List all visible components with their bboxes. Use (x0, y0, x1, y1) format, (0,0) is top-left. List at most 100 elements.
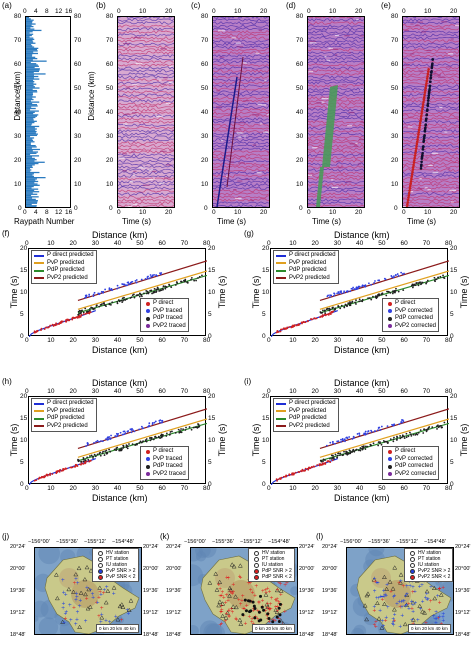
pdp-pick (438, 425, 441, 428)
trace (403, 204, 459, 207)
distance-tick: 40 (74, 109, 82, 116)
station-marker (230, 604, 236, 609)
panel-label: (j) (2, 532, 10, 541)
trace (308, 51, 364, 55)
legend-row: IU station (95, 562, 136, 568)
pdp-pick (375, 295, 378, 298)
pvp-predicted-line (319, 418, 449, 458)
snr-marker: + (381, 623, 385, 629)
legend-text: PvP2 predicted (47, 422, 88, 429)
legend-marker (146, 472, 150, 477)
distance-tick: 70 (14, 37, 22, 44)
legend-row: PdP predicted (34, 267, 94, 275)
snr-marker: + (265, 606, 269, 612)
legend-text: IU station (106, 562, 128, 568)
snr-marker (262, 608, 266, 612)
p-direct-pick (291, 473, 293, 476)
legend-row: PvP2 predicted (34, 275, 94, 283)
legend-row: PvP2 traced (143, 323, 186, 331)
summit-area (71, 580, 99, 608)
p-direct-pick (422, 96, 426, 99)
pdp-pick (396, 435, 398, 438)
snr-marker: + (114, 614, 118, 620)
legend-row: PvP predicted (34, 408, 94, 416)
p-direct-pick (310, 466, 313, 468)
trace-speckle (160, 48, 167, 50)
pdp-pick (420, 283, 422, 286)
latitude-tick: 20°00' (455, 566, 471, 572)
trace (308, 183, 364, 187)
pdp-pick (377, 441, 380, 444)
pdp-pick (344, 303, 347, 306)
snr-marker: + (277, 617, 281, 623)
pdp-pick (85, 310, 88, 313)
pdp-pick (168, 434, 171, 436)
snr-marker: + (119, 618, 123, 624)
y-tick: 0 (262, 333, 266, 340)
xlabel-distance-bottom: Distance (km) (334, 493, 390, 503)
ylabel-time-right: Time (s) (217, 423, 227, 457)
trace-speckle (250, 199, 254, 201)
legend-marker (388, 309, 392, 314)
pvp-pick (334, 442, 336, 445)
pvp-pick (374, 430, 376, 432)
trace-speckle (335, 34, 340, 37)
snr-marker: + (416, 618, 420, 624)
snr-marker: + (424, 620, 428, 626)
pdp-pick (86, 456, 89, 459)
trace (308, 54, 364, 58)
trace-speckle (173, 62, 174, 64)
pdp-pick (170, 286, 173, 289)
pvp-pick (151, 423, 154, 426)
histogram-bar (26, 74, 34, 76)
histogram-bar (26, 50, 38, 52)
pdp-pick (354, 301, 357, 304)
panel-label-d: (d) (286, 1, 296, 10)
legend-row: PvP corrected (385, 308, 436, 316)
pvp-predicted-line (319, 270, 449, 310)
snr-marker: + (434, 610, 438, 616)
seismogram-panel-c (212, 16, 270, 208)
e-top-tick: 10 (424, 8, 432, 15)
trace (403, 93, 459, 97)
pvp-pick (131, 280, 134, 283)
x-tick: 40 (114, 485, 122, 492)
snr-marker: + (217, 582, 221, 588)
trace (403, 141, 459, 145)
trace-speckle (125, 87, 131, 89)
pdp-pick (115, 449, 117, 452)
trace (403, 150, 459, 154)
pdp-pick (349, 301, 351, 303)
trace (118, 198, 174, 202)
trace (213, 78, 269, 82)
snr-marker: + (105, 584, 109, 590)
snr-marker: + (125, 608, 129, 614)
pdp-pick (410, 434, 413, 437)
pvp-pick (429, 76, 433, 80)
trace-speckle (344, 35, 350, 37)
snr-marker: + (226, 576, 230, 582)
snr-marker: + (372, 623, 376, 629)
pdp-pick (377, 444, 380, 447)
trace (213, 150, 269, 154)
legend-row: P direct (385, 448, 436, 456)
summit-area (371, 568, 391, 588)
scale-text: 0 km 20 km 40 km (99, 626, 136, 631)
legend-text: PvP2 predicted (289, 422, 330, 429)
snr-marker: + (285, 581, 289, 587)
legend-marker (98, 568, 103, 574)
p-direct-pick (54, 324, 56, 327)
trace-speckle (258, 29, 263, 31)
ylabel-time-right: Time (s) (459, 275, 469, 309)
snr-marker: + (385, 582, 389, 588)
histogram-bar (26, 196, 39, 198)
seismogram-section-d (308, 17, 364, 207)
pdp-pick (118, 449, 121, 452)
ylabel-time-left: Time (s) (9, 275, 19, 309)
pdp-pick (346, 305, 348, 308)
legend-text: P direct predicted (47, 252, 94, 258)
trace (403, 57, 459, 61)
legend-row: PvP2 traced (143, 471, 186, 479)
pvp-pick (420, 160, 423, 164)
pdp-pick (337, 452, 340, 455)
